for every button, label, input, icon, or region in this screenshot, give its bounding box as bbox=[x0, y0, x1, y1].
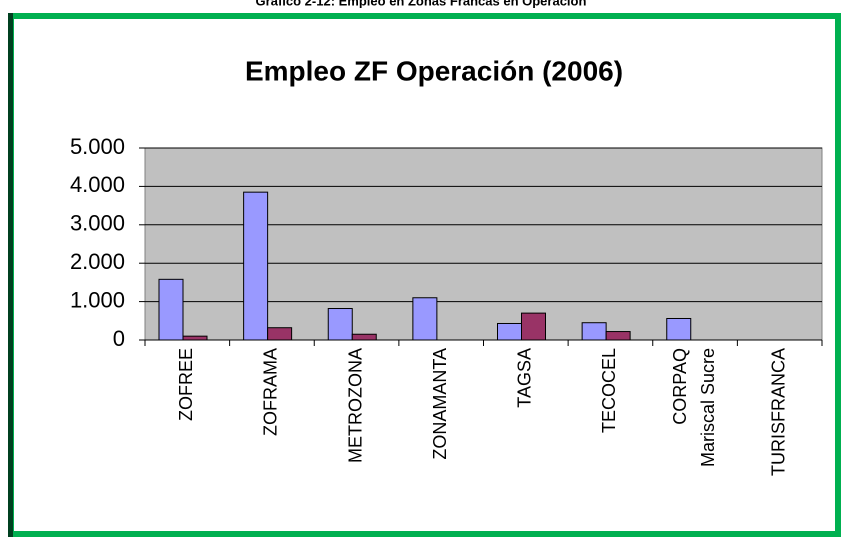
y-tick-label: 5.000 bbox=[70, 134, 125, 159]
x-tick-label: TECOCEL bbox=[599, 348, 619, 433]
frame-shadow bbox=[8, 13, 13, 537]
x-tick-label: METROZONA bbox=[345, 348, 365, 463]
bar bbox=[158, 278, 184, 341]
bar bbox=[327, 308, 353, 341]
chart-title: Empleo ZF Operación (2006) bbox=[245, 55, 623, 86]
bar bbox=[182, 335, 208, 341]
y-tick-label: 2.000 bbox=[70, 249, 125, 274]
bar bbox=[497, 322, 522, 341]
caption: Gráfico 2-12: Empleo en Zonas Francas en… bbox=[256, 0, 587, 8]
y-tick-label: 4.000 bbox=[70, 172, 125, 197]
y-tick-label: 3.000 bbox=[70, 211, 125, 236]
bar bbox=[412, 297, 438, 341]
bar bbox=[243, 191, 269, 341]
x-tick-label: CORPAQ Mariscal Sucre bbox=[670, 348, 718, 467]
x-tick-label: TAGSA bbox=[515, 348, 535, 408]
x-tick-label: ZONAMANTA bbox=[430, 348, 450, 460]
y-tick-label: 1.000 bbox=[70, 287, 125, 312]
x-tick-label: ZOFREE bbox=[176, 348, 196, 421]
bar bbox=[351, 333, 377, 341]
bar bbox=[605, 331, 631, 341]
y-tick-label: 0 bbox=[113, 326, 125, 351]
bar bbox=[267, 327, 293, 341]
bar bbox=[666, 317, 692, 341]
x-tick-label: TURISFRANCA bbox=[768, 348, 788, 476]
x-tick-label: ZOFRAMA bbox=[261, 348, 281, 436]
bar bbox=[521, 312, 546, 341]
bar bbox=[581, 322, 607, 341]
